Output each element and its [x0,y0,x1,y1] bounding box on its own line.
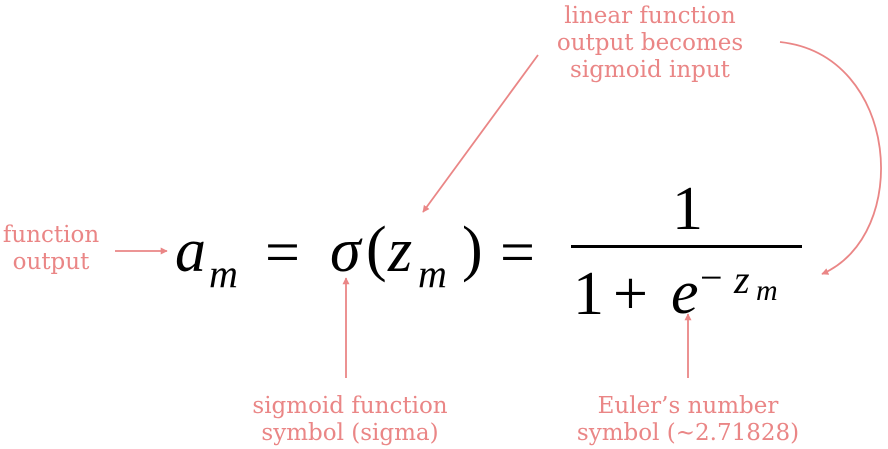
annotation-line: Euler’s number [597,393,779,419]
eq-exponent-subscript: m [756,274,778,307]
annotation-sigmoid-symbol: sigmoid function symbol (sigma) [232,393,468,447]
annotation-function-output: function output [0,222,104,276]
annotation-euler-number: Euler’s number symbol (~2.71828) [570,393,806,447]
arrow-sigmoid-input-curve [779,41,882,275]
annotation-line: output [12,249,90,275]
annotation-line: sigmoid function [252,393,448,419]
annotation-line: function [2,222,100,248]
fraction-bar [571,245,802,248]
eq-denominator-one: 1 [573,260,604,328]
eq-numerator: 1 [672,175,703,243]
eq-close-paren: ) [462,215,483,283]
eq-plus: + [613,260,648,328]
eq-z: z [388,217,413,285]
annotation-line: linear function [564,3,736,29]
eq-equals-2: = [500,219,535,287]
eq-open-paren: ( [366,215,387,283]
annotation-linear-input: linear function output becomes sigmoid i… [540,3,760,84]
annotation-line: sigmoid input [570,57,730,83]
eq-exponent-z: z [734,257,750,302]
annotation-line: symbol (~2.71828) [576,420,800,446]
arrow-linear-input [422,54,539,213]
eq-exponent-minus: − [700,255,723,300]
annotation-line: symbol (sigma) [261,420,439,446]
eq-a: a [175,217,206,285]
annotation-line: output becomes [556,30,744,56]
eq-sigma: σ [330,217,361,285]
eq-z-subscript: m [418,251,447,296]
eq-a-subscript: m [209,251,238,296]
eq-equals-1: = [265,219,300,287]
